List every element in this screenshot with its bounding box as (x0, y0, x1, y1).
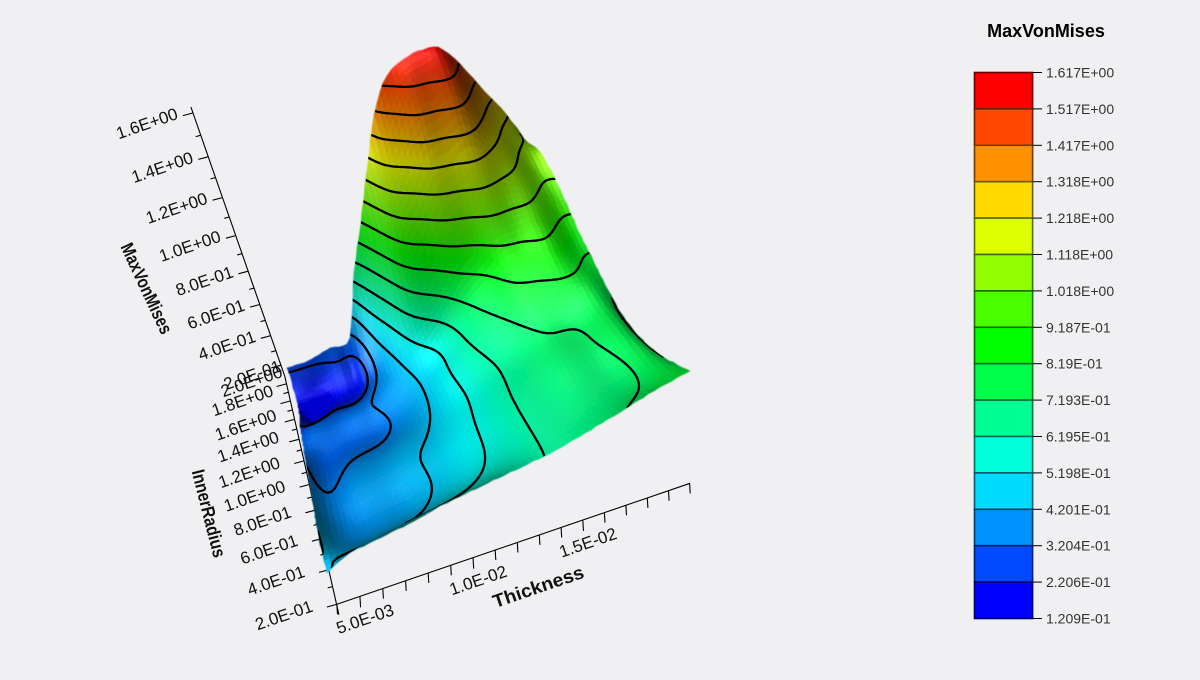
svg-text:3.204E-01: 3.204E-01 (1046, 538, 1111, 554)
svg-text:1.018E+00: 1.018E+00 (1046, 283, 1114, 299)
svg-text:MaxVonMises: MaxVonMises (987, 21, 1105, 41)
svg-text:5.198E-01: 5.198E-01 (1046, 465, 1111, 481)
svg-text:1.417E+00: 1.417E+00 (1046, 137, 1114, 153)
svg-text:1.318E+00: 1.318E+00 (1046, 174, 1114, 190)
svg-text:2.206E-01: 2.206E-01 (1046, 574, 1111, 590)
svg-text:1.218E+00: 1.218E+00 (1046, 210, 1114, 226)
svg-text:6.195E-01: 6.195E-01 (1046, 429, 1111, 445)
svg-text:4.201E-01: 4.201E-01 (1046, 501, 1111, 517)
svg-text:1.118E+00: 1.118E+00 (1046, 247, 1113, 263)
svg-text:9.187E-01: 9.187E-01 (1046, 319, 1111, 335)
svg-text:1.209E-01: 1.209E-01 (1046, 611, 1111, 627)
svg-text:1.517E+00: 1.517E+00 (1046, 101, 1114, 117)
svg-text:1.617E+00: 1.617E+00 (1046, 65, 1114, 81)
svg-text:8.19E-01: 8.19E-01 (1046, 356, 1103, 372)
svg-text:7.193E-01: 7.193E-01 (1046, 392, 1111, 408)
